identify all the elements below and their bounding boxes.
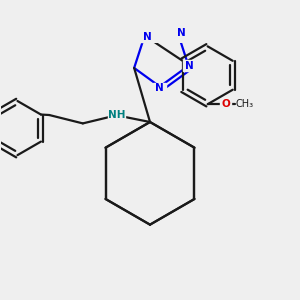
Bar: [220, 99, 230, 109]
Text: NH: NH: [108, 110, 125, 120]
Bar: [140, 32, 154, 42]
Text: N: N: [177, 28, 185, 38]
Text: N: N: [185, 61, 194, 70]
Bar: [107, 109, 125, 121]
Bar: [153, 83, 166, 93]
Text: N: N: [142, 32, 152, 41]
Bar: [183, 61, 196, 71]
Bar: [175, 28, 188, 38]
Text: O: O: [221, 99, 230, 109]
Text: CH₃: CH₃: [236, 99, 254, 109]
Text: N: N: [155, 83, 164, 93]
